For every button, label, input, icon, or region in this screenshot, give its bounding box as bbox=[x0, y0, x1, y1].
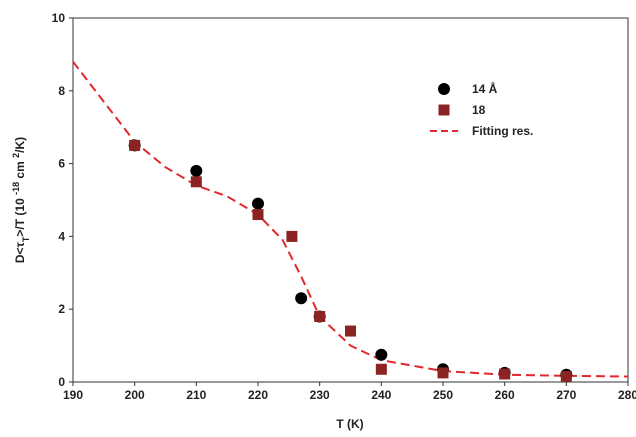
y-tick-label: 10 bbox=[52, 11, 66, 25]
plot-frame bbox=[72, 17, 629, 383]
legend-label: 14 Å bbox=[472, 81, 498, 96]
x-tick-label: 270 bbox=[556, 388, 576, 402]
x-tick-label: 250 bbox=[433, 388, 453, 402]
point bbox=[345, 325, 356, 337]
y-label-part: /K) bbox=[13, 137, 27, 153]
y-label-part: D<τ bbox=[13, 241, 27, 263]
y-label-part: T bbox=[21, 236, 31, 242]
x-axis-label: T (K) bbox=[336, 417, 363, 431]
y-label-part: >/T (10 bbox=[13, 195, 27, 237]
x-tick-label: 230 bbox=[310, 388, 330, 402]
point bbox=[286, 230, 298, 242]
x-tick-label: 220 bbox=[248, 388, 268, 402]
point bbox=[375, 348, 388, 361]
point bbox=[437, 367, 449, 379]
legend-marker bbox=[438, 104, 450, 116]
x-tick-label: 280 bbox=[618, 388, 636, 402]
point bbox=[295, 292, 308, 305]
point bbox=[190, 176, 202, 188]
x-tick-label: 200 bbox=[125, 388, 145, 402]
y-label-part: 2 bbox=[11, 153, 21, 158]
y-tick-label: 6 bbox=[58, 157, 65, 171]
y-axis-label: D<τT>/T (10 -18 cm 2/K) bbox=[11, 137, 31, 263]
x-tick-label: 210 bbox=[186, 388, 206, 402]
point bbox=[252, 197, 264, 210]
y-tick-label: 4 bbox=[58, 229, 65, 243]
y-tick-label: 0 bbox=[58, 375, 65, 389]
x-tick-label: 240 bbox=[371, 388, 391, 402]
x-tick-label: 190 bbox=[63, 388, 83, 402]
legend-label: 18 bbox=[472, 103, 486, 117]
y-label-part: cm bbox=[13, 158, 27, 182]
legend-marker bbox=[438, 83, 450, 95]
point bbox=[190, 164, 203, 177]
point bbox=[129, 139, 141, 151]
x-tick-label: 260 bbox=[495, 388, 515, 402]
point bbox=[560, 371, 572, 383]
point bbox=[252, 209, 264, 221]
fit-line bbox=[72, 61, 629, 378]
y-tick-label: 8 bbox=[58, 84, 65, 98]
point bbox=[314, 310, 326, 322]
y-tick-label: 2 bbox=[58, 302, 65, 316]
point bbox=[499, 368, 511, 380]
point bbox=[375, 363, 387, 375]
legend-label: Fitting res. bbox=[472, 124, 533, 138]
y-label-part: -18 bbox=[11, 182, 21, 195]
